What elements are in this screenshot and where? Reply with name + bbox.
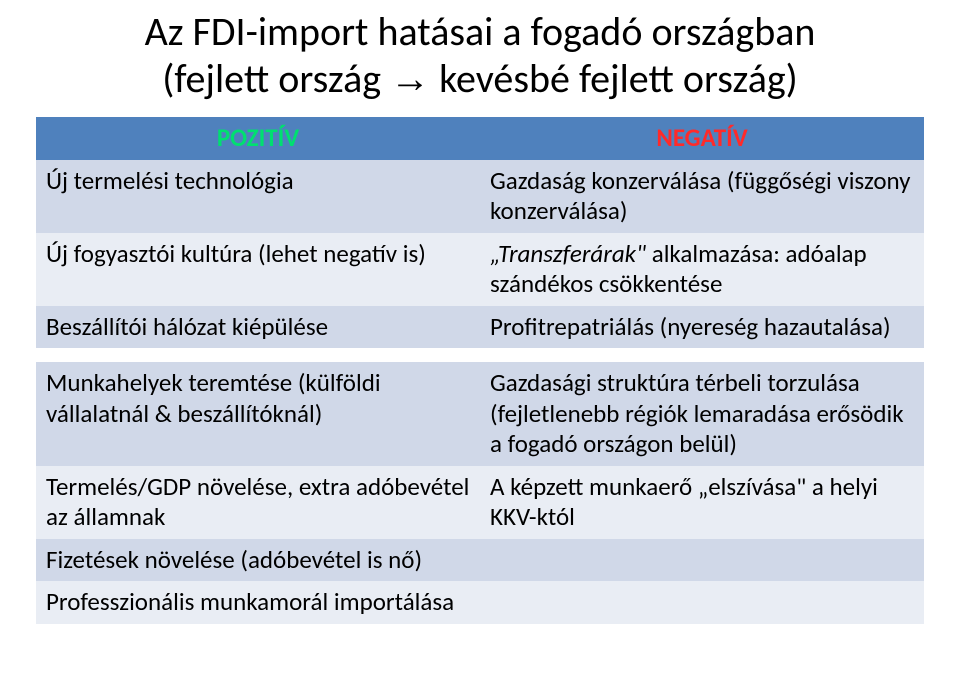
- table-spacer: [36, 348, 924, 362]
- title-line2-post: kevésbé fejlett ország): [430, 54, 798, 103]
- table-row: Új fogyasztói kultúra (lehet negatív is)…: [36, 233, 924, 306]
- cell-pos: Fizetések növelése (adóbevétel is nő): [36, 539, 480, 582]
- cell-pos: Új fogyasztói kultúra (lehet negatív is): [36, 233, 480, 306]
- table-row: Új termelési technológia Gazdaság konzer…: [36, 160, 924, 233]
- cell-neg: Gazdaság konzerválása (függőségi viszony…: [480, 160, 924, 233]
- table-row: Termelés/GDP növelése, extra adóbevétel …: [36, 466, 924, 539]
- table-row: Munkahelyek teremtése (külföldi vállalat…: [36, 362, 924, 466]
- arrow-icon: →: [390, 56, 430, 103]
- header-negative: NEGATÍV: [480, 117, 924, 160]
- cell-pos: Professzionális munkamorál importálása: [36, 581, 480, 624]
- cell-neg: A képzett munkaerő „elszívása" a helyi K…: [480, 466, 924, 539]
- title-line2-pre: (fejlett ország: [162, 54, 390, 103]
- cell-neg: [480, 539, 924, 582]
- table-header-row: POZITÍV NEGATÍV: [36, 117, 924, 160]
- cell-pos: Beszállítói hálózat kiépülése: [36, 306, 480, 349]
- title-line1: Az FDI-import hatásai a fogadó országban: [145, 7, 816, 56]
- italic-text: „Transzferárak": [490, 238, 646, 269]
- cell-pos: Munkahelyek teremtése (külföldi vállalat…: [36, 362, 480, 466]
- cell-pos: Új termelési technológia: [36, 160, 480, 233]
- cell-neg: „Transzferárak" alkalmazása: adóalap szá…: [480, 233, 924, 306]
- header-positive: POZITÍV: [36, 117, 480, 160]
- table-row: Professzionális munkamorál importálása: [36, 581, 924, 624]
- table-row: Beszállítói hálózat kiépülése Profitrepa…: [36, 306, 924, 349]
- cell-neg: Profitrepatriálás (nyereség hazautalása): [480, 306, 924, 349]
- cell-neg: [480, 581, 924, 624]
- slide-container: Az FDI-import hatásai a fogadó országban…: [0, 0, 960, 644]
- table-row: Fizetések növelése (adóbevétel is nő): [36, 539, 924, 582]
- comparison-table: POZITÍV NEGATÍV Új termelési technológia…: [36, 117, 924, 624]
- slide-title: Az FDI-import hatásai a fogadó országban…: [36, 8, 924, 103]
- cell-neg: Gazdasági struktúra térbeli torzulása (f…: [480, 362, 924, 466]
- cell-pos: Termelés/GDP növelése, extra adóbevétel …: [36, 466, 480, 539]
